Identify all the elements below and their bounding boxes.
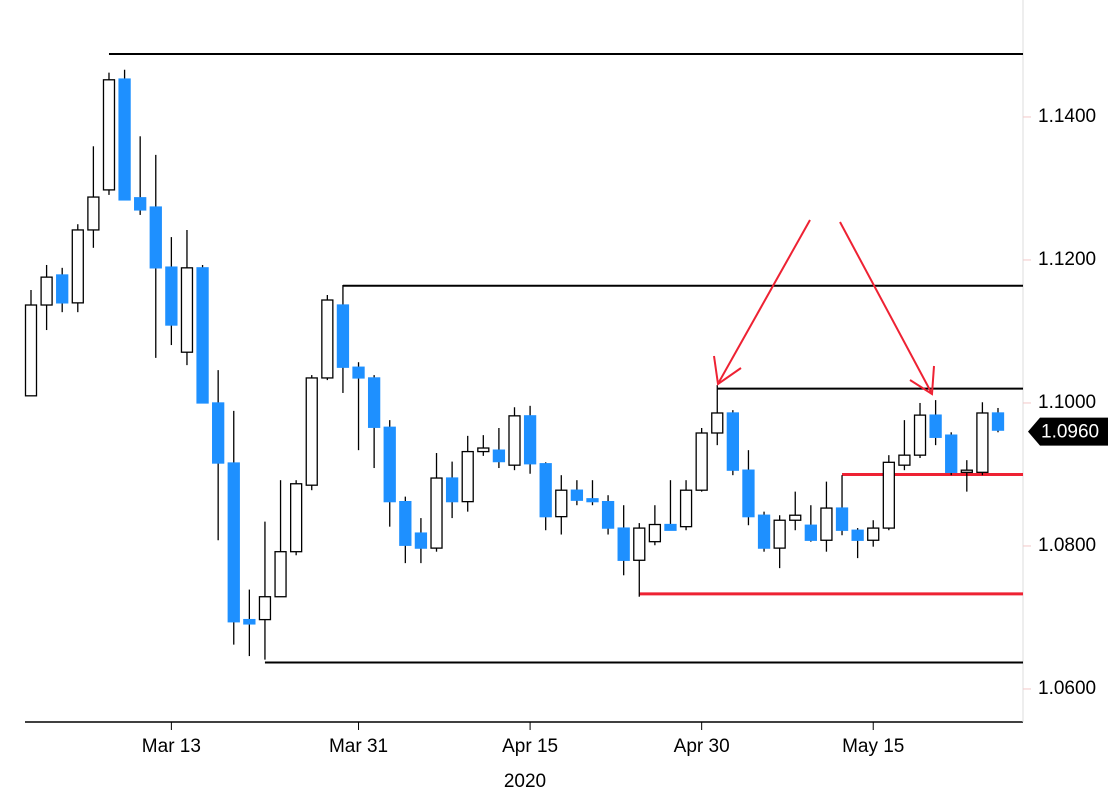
y-tick-label: 1.1000 — [1038, 392, 1096, 413]
candle-body — [243, 618, 256, 625]
last-price-label: 1.0960 — [1041, 422, 1099, 443]
candle-body — [648, 523, 662, 543]
candle-body — [461, 450, 474, 503]
candle-body — [742, 469, 755, 518]
candle-body — [289, 483, 303, 553]
candle-body — [227, 462, 240, 623]
candle-body — [258, 596, 272, 621]
y-tick-label: 1.1400 — [1038, 106, 1096, 127]
candle-body — [929, 414, 942, 438]
candle-body — [180, 267, 194, 353]
last-price-flag — [1028, 417, 1108, 446]
candle-body — [149, 206, 162, 269]
candle-body — [711, 412, 724, 434]
candle-body — [679, 489, 693, 528]
candle-body — [898, 454, 911, 466]
candle-body — [102, 79, 116, 191]
candle-body — [664, 523, 677, 531]
candle-body — [196, 267, 209, 404]
candle-body — [305, 377, 318, 486]
candle-body — [134, 197, 147, 211]
candle-body — [601, 500, 615, 529]
candle-body — [165, 266, 178, 326]
candle-body — [539, 463, 552, 518]
candle-body — [523, 415, 537, 465]
candle-body — [835, 507, 849, 531]
x-tick-label: Mar 13 — [142, 736, 201, 757]
x-axis-label: 2020 — [504, 771, 546, 792]
candle-body — [945, 434, 958, 473]
y-tick-label: 1.0800 — [1038, 535, 1096, 556]
candle-body — [24, 304, 38, 397]
x-tick-label: Apr 30 — [674, 736, 730, 757]
candle-body — [851, 529, 864, 541]
candle-body — [726, 412, 740, 471]
candle-body — [820, 507, 833, 541]
y-tick-label: 1.1200 — [1038, 249, 1096, 270]
candle-body — [633, 527, 646, 561]
y-tick-label: 1.0600 — [1038, 678, 1096, 699]
candle-body — [367, 377, 381, 428]
candle-body — [991, 412, 1005, 431]
annotation-arrows — [713, 219, 935, 396]
candle-body — [399, 500, 412, 546]
candle-body — [414, 532, 428, 549]
candle-body — [383, 426, 396, 503]
candle-body — [56, 274, 69, 304]
candle-body — [352, 366, 365, 379]
candle-body — [212, 402, 225, 464]
candle-body — [867, 527, 880, 541]
x-tick-label: Apr 15 — [502, 736, 558, 757]
candle-body — [336, 304, 350, 368]
candle-body — [508, 415, 521, 466]
candle-body — [960, 469, 973, 473]
candle-body — [757, 514, 771, 549]
candle-body — [445, 477, 459, 503]
candle-body — [274, 551, 287, 598]
candle-body — [321, 299, 334, 379]
candle-body — [492, 449, 506, 463]
candle-body — [789, 514, 802, 521]
candle-body — [555, 489, 568, 518]
candle-body — [586, 498, 599, 503]
candle-body — [773, 519, 786, 549]
x-tick-label: May 15 — [842, 736, 904, 757]
candle-body — [913, 414, 927, 456]
candle-body — [976, 412, 989, 473]
candle-body — [695, 432, 708, 491]
candle-body — [477, 447, 490, 453]
candle-body — [71, 229, 84, 304]
candle-body — [40, 276, 53, 306]
x-tick-label: Mar 31 — [329, 736, 388, 757]
candle-body — [570, 489, 584, 501]
candle-body — [882, 461, 895, 529]
candle-body — [617, 527, 630, 561]
candle-body — [87, 196, 100, 231]
candle-body — [804, 524, 817, 541]
candle-body — [430, 477, 443, 549]
candle-body — [118, 78, 131, 201]
